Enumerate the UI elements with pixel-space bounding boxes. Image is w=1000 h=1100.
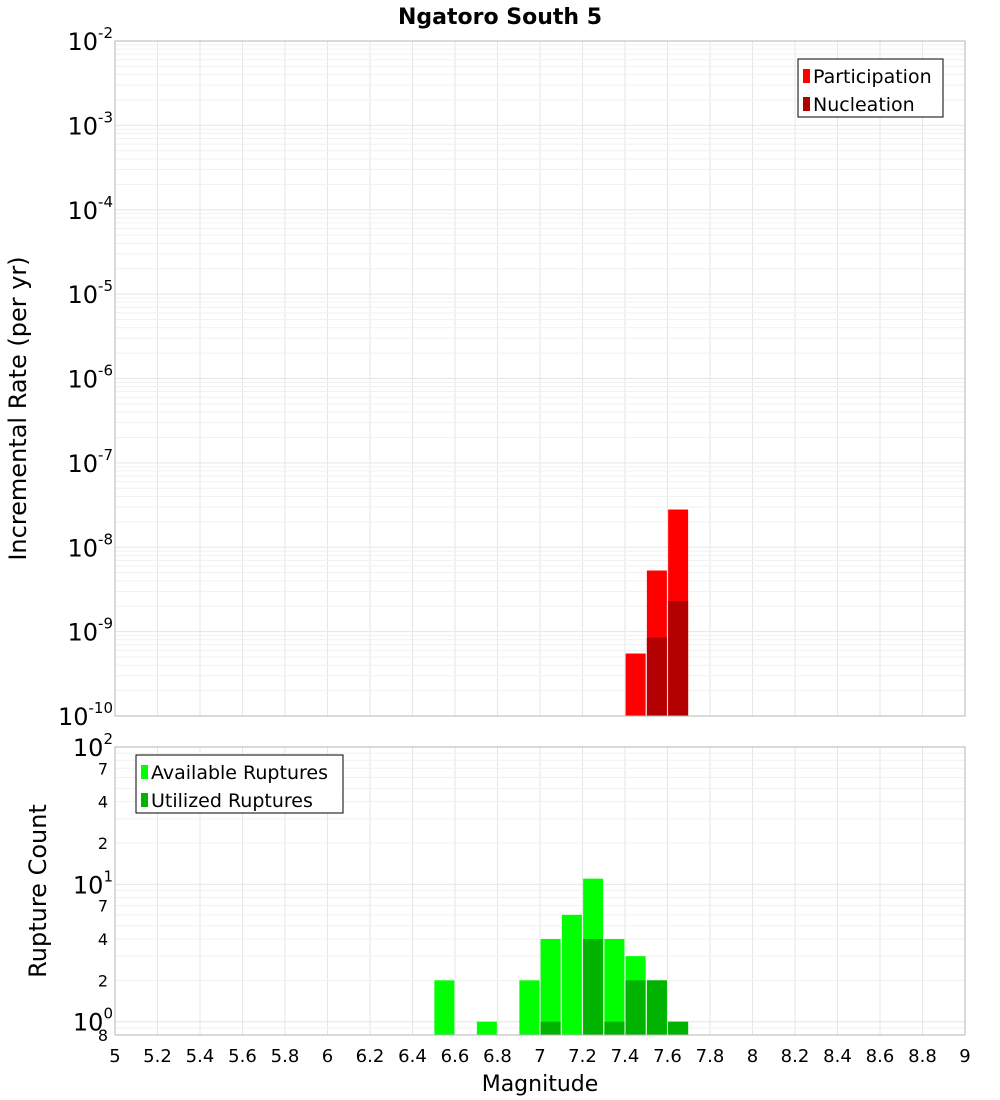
y-tick-label: 10-3 [67,108,113,140]
y-minor-tick-label: 8 [98,1026,108,1045]
x-tick-label: 8 [747,1046,758,1067]
y-tick-label: 10-10 [58,699,113,731]
rate-plot-frame [114,40,966,717]
rate-bars [625,509,689,716]
x-tick-label: 6.8 [483,1046,512,1067]
bar-utilized-ruptures [625,980,646,1035]
y-tick-label: 10-5 [67,277,113,309]
x-tick-label: 7.6 [653,1046,682,1067]
count-bars [434,878,689,1035]
legend-label: Nucleation [813,94,915,116]
count-legend: Available Ruptures Utilized Ruptures [135,754,344,814]
x-tick-label: 6.4 [398,1046,427,1067]
bar-available-ruptures [476,1021,497,1035]
x-tick-label: 6.6 [441,1046,470,1067]
bar-participation [625,653,646,716]
x-tick-label: 7.8 [696,1046,725,1067]
rate-y-ticks: 10-10 10-9 10-8 10-7 10-6 10-5 10-4 10-3 10-2 [58,24,113,731]
count-y-axis-label: Rupture Count [24,804,52,978]
bar-utilized-ruptures [604,1021,625,1035]
magnitude-x-ticks: 5 5.2 5.4 5.6 5.8 6 6.2 6.4 6.6 6.8 7 7.2 7.4 7.6 7.8 8… [109,1046,970,1067]
rate-y-axis-label: Incremental Rate (per yr) [4,256,32,560]
bar-utilized-ruptures [646,980,667,1035]
x-tick-label: 5.4 [186,1046,215,1067]
legend-swatch [803,97,810,111]
x-tick-label: 6 [322,1046,333,1067]
bar-available-ruptures [604,939,625,1035]
x-tick-label: 9 [959,1046,970,1067]
y-minor-tick-label: 7 [98,897,108,916]
x-axis-label: Magnitude [482,1072,599,1097]
count-panel: 100 101 102 8 2 4 7 2 4 7 Rupture Count Available… [24,730,971,1097]
legend-swatch [141,765,148,779]
legend-label: Available Ruptures [151,762,328,784]
bar-nucleation [646,637,667,716]
y-minor-tick-label: 4 [98,793,108,812]
legend-box [797,58,944,118]
y-tick-label: 10-7 [67,446,113,478]
x-tick-label: 8.4 [823,1046,852,1067]
x-tick-label: 7.2 [568,1046,597,1067]
x-tick-label: 6.2 [356,1046,385,1067]
y-tick-label: 102 [73,730,113,762]
count-y-ticks: 100 101 102 8 2 4 7 2 4 7 [73,730,113,1045]
bar-utilized-ruptures [540,1021,561,1035]
x-tick-label: 8.2 [781,1046,810,1067]
bar-nucleation [668,601,689,716]
chart-title: Ngatoro South 5 [398,5,602,30]
y-minor-tick-label: 2 [98,834,108,853]
y-tick-label: 10-8 [67,530,113,562]
y-tick-label: 101 [73,867,113,899]
legend-swatch [803,69,810,83]
legend-label: Utilized Ruptures [151,790,313,812]
rate-panel: 10-10 10-9 10-8 10-7 10-6 10-5 10-4 10-3 10-2 In… [4,24,966,731]
rate-legend: Participation Nucleation [797,58,944,118]
y-minor-tick-label: 7 [98,759,108,778]
legend-label: Participation [813,66,932,88]
x-tick-label: 5.2 [143,1046,172,1067]
legend-box [135,754,344,814]
x-tick-label: 5.6 [228,1046,257,1067]
bar-utilized-ruptures [668,1021,689,1035]
bar-available-ruptures [540,939,561,1035]
bar-utilized-ruptures [583,939,604,1035]
y-tick-label: 10-2 [67,24,113,56]
x-tick-label: 7.4 [611,1046,640,1067]
legend-swatch [141,793,148,807]
y-tick-label: 10-4 [67,193,113,225]
y-tick-label: 10-9 [67,615,113,647]
x-tick-label: 7 [534,1046,545,1067]
y-tick-label: 100 [73,1005,113,1037]
y-minor-tick-label: 4 [98,930,108,949]
bar-available-ruptures [561,914,582,1035]
x-tick-label: 8.6 [866,1046,895,1067]
x-tick-label: 5.8 [271,1046,300,1067]
bar-available-ruptures [434,980,455,1035]
bar-available-ruptures [519,980,540,1035]
count-plot-frame [114,746,966,1036]
y-tick-label: 10-6 [67,362,113,394]
x-tick-label: 8.8 [908,1046,937,1067]
x-tick-label: 5 [109,1046,120,1067]
rate-grid [114,40,966,717]
y-minor-tick-label: 2 [98,971,108,990]
